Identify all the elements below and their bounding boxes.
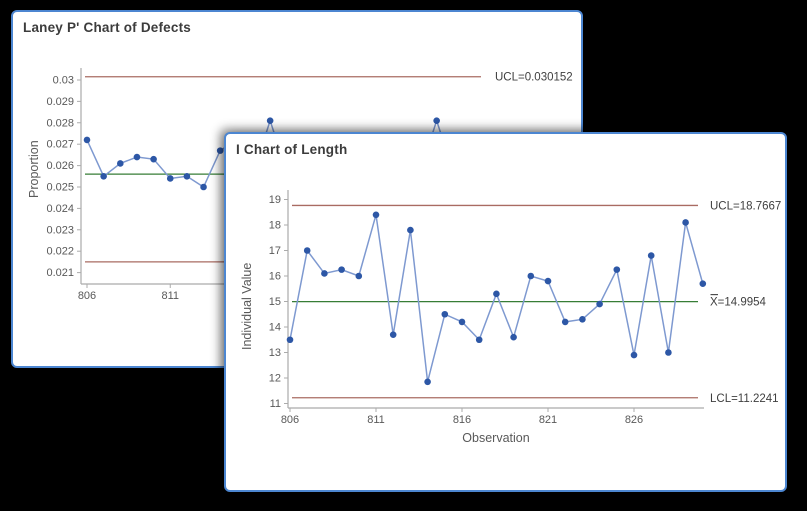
y-tick-label: 0.021 (46, 267, 74, 279)
y-tick-label: 0.03 (53, 75, 74, 87)
x-tick-label: 816 (453, 414, 471, 426)
y-tick-label: 0.028 (46, 117, 74, 129)
y-tick-label: 0.023 (46, 224, 74, 236)
i-chart-window[interactable]: I Chart of Length Individual Value Obser… (224, 132, 787, 492)
i-chart-title: I Chart of Length (236, 142, 348, 157)
data-point[interactable] (493, 290, 500, 298)
data-point[interactable] (216, 147, 224, 154)
y-tick-label: 18 (269, 220, 281, 232)
y-tick-label: 13 (269, 347, 281, 359)
data-point[interactable] (682, 219, 689, 226)
center-label: X=14.9954 (710, 297, 767, 309)
i-chart-x-axis-label: Observation (462, 431, 530, 445)
data-point[interactable] (579, 316, 586, 323)
ucl-label: UCL=18.7667 (710, 200, 781, 212)
data-point[interactable] (389, 331, 397, 338)
data-point[interactable] (561, 318, 569, 326)
data-point[interactable] (699, 280, 707, 287)
y-tick-label: 0.025 (46, 182, 74, 194)
y-tick-label: 14 (269, 322, 281, 334)
x-tick-label: 811 (367, 414, 385, 426)
data-point[interactable] (200, 183, 207, 191)
data-point[interactable] (133, 153, 141, 161)
laney-chart-title: Laney P' Chart of Defects (23, 20, 192, 35)
data-point[interactable] (424, 378, 431, 386)
series-line (86, 139, 221, 189)
x-tick-label: 811 (161, 290, 179, 302)
data-point[interactable] (355, 272, 363, 280)
data-point[interactable] (647, 252, 655, 259)
data-point[interactable] (665, 349, 672, 356)
y-tick-label: 0.026 (46, 160, 74, 172)
data-point[interactable] (441, 310, 449, 318)
data-point[interactable] (544, 277, 552, 285)
peek-data-point[interactable] (266, 117, 274, 124)
x-tick-label: 821 (539, 414, 557, 426)
x-tick-label: 806 (281, 414, 299, 426)
data-point[interactable] (303, 247, 311, 254)
data-point[interactable] (150, 155, 157, 163)
data-point[interactable] (286, 336, 294, 344)
x-tick-label: 826 (625, 414, 643, 426)
data-point[interactable] (527, 272, 535, 280)
y-tick-label: 0.029 (46, 96, 74, 108)
y-tick-label: 0.024 (46, 203, 74, 215)
data-point[interactable] (372, 211, 380, 219)
y-tick-label: 17 (269, 245, 281, 257)
data-point[interactable] (510, 333, 517, 341)
ucl-label: UCL=0.030152 (495, 72, 573, 84)
y-tick-label: 19 (269, 194, 281, 206)
peek-data-point[interactable] (433, 117, 440, 124)
data-point[interactable] (321, 270, 328, 277)
data-point[interactable] (117, 160, 124, 167)
data-point[interactable] (166, 175, 174, 182)
y-tick-label: 11 (270, 398, 281, 410)
data-point[interactable] (183, 173, 191, 180)
data-point[interactable] (613, 266, 621, 273)
series-line (289, 214, 704, 383)
x-tick-label: 806 (78, 290, 96, 302)
data-point[interactable] (338, 266, 345, 273)
data-point[interactable] (458, 318, 466, 326)
data-point[interactable] (100, 173, 107, 180)
y-tick-label: 12 (269, 373, 281, 385)
data-point[interactable] (630, 351, 638, 359)
y-tick-label: 0.027 (46, 139, 74, 151)
data-point[interactable] (596, 300, 603, 308)
data-point[interactable] (475, 336, 483, 344)
y-tick-label: 15 (269, 296, 281, 308)
data-point[interactable] (407, 226, 414, 234)
y-tick-label: 16 (269, 271, 281, 283)
y-tick-label: 0.022 (46, 246, 74, 258)
data-point[interactable] (83, 136, 91, 144)
lcl-label: LCL=11.2241 (710, 393, 779, 405)
